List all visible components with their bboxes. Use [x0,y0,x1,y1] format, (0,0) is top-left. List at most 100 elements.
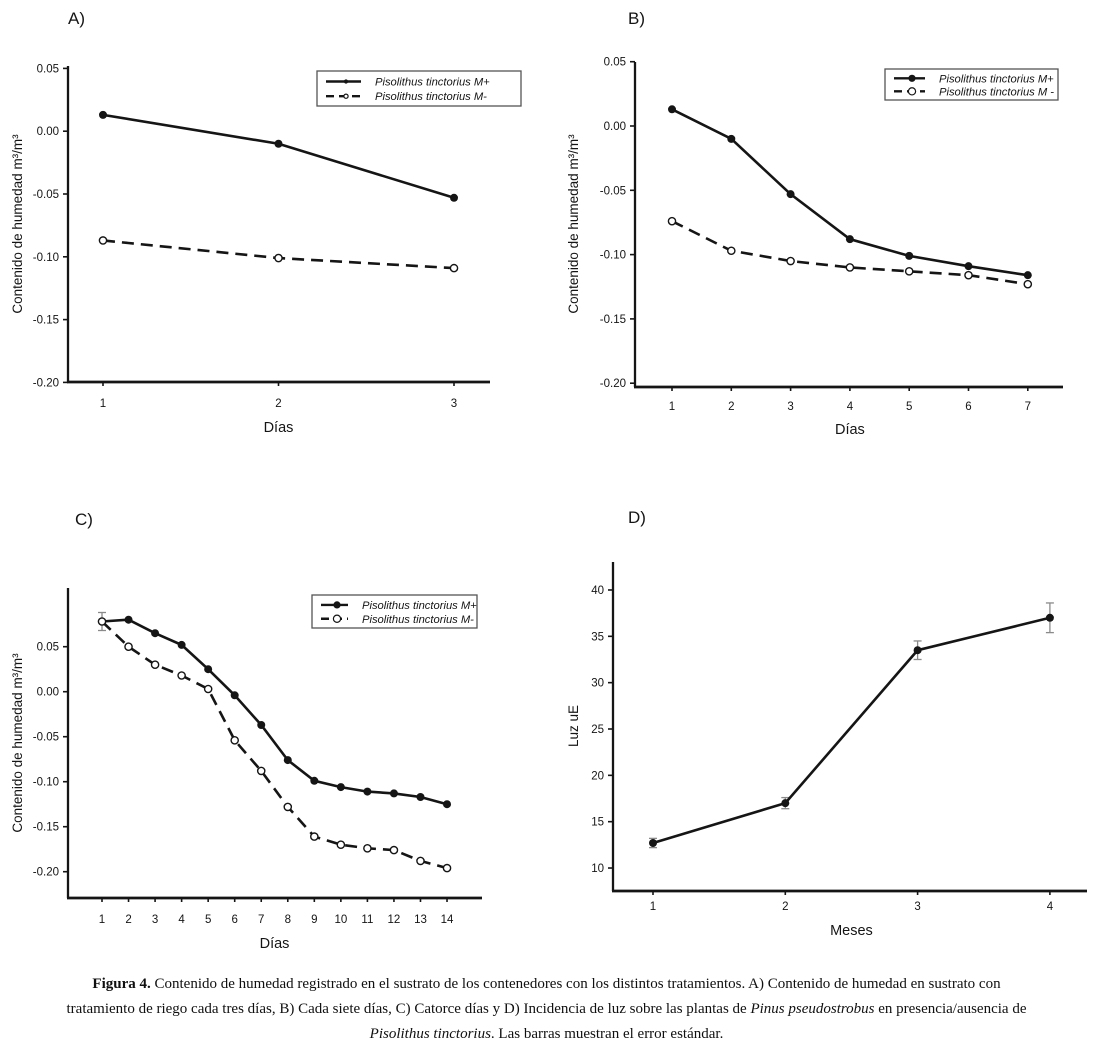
x-tick-label: 6 [965,401,971,413]
data-point-marker [726,246,736,256]
data-point-marker [177,671,186,680]
y-tick-label: -0.20 [600,378,626,390]
chart-panel-c: 0.050.00-0.05-0.10-0.15-0.201 2 3 4 5 6 7 8 9 10 1… [10,510,482,952]
y-tick-label: 15 [591,817,604,829]
x-tick-label: 7 [1025,401,1031,413]
data-point-marker [150,660,160,669]
x-tick-label: 4 [847,401,854,413]
series-dashed [97,617,452,873]
data-point-marker [904,267,914,276]
chart-panel-d: 40 35 30 25 20 15 10 1 2 3 4 Meses Luz uE D) [566,508,1087,939]
x-tick-label: 9 [311,914,317,926]
caption-segment: Contenido de humedad registrado en el su… [66,976,1001,1017]
y-tick-label: -0.10 [600,250,626,262]
x-tick-label: 12 [388,914,401,926]
data-point-marker [98,236,108,245]
y-axis-ticks: 40 35 30 25 20 15 10 [591,585,613,875]
series-dashed [98,236,459,273]
y-tick-label: -0.10 [33,252,59,264]
caption-species-pinus: Pinus pseudostrobus [750,1001,875,1017]
data-point-marker [336,783,345,792]
y-tick-label: -0.05 [33,732,59,744]
x-axis-title: Días [260,936,290,952]
data-point-marker [845,263,855,272]
caption-species-pisolithus: Pisolithus tinctorius [369,1026,491,1042]
y-tick-label: 0.00 [37,687,59,699]
y-tick-label: 0.05 [37,63,59,75]
y-tick-label: -0.10 [33,777,59,789]
y-axis-title: Contenido de humedad m³/m³ [10,653,25,833]
data-point-marker [727,134,736,143]
x-tick-label: 1 [99,914,105,926]
data-point-marker [336,840,346,850]
y-tick-label: 10 [591,863,604,875]
legend: Pisolithus tinctorius M+Pisolithus tinct… [316,70,522,107]
series-line [671,220,1028,286]
y-axis-title: Luz uE [566,705,581,747]
series-solid [649,613,1054,847]
data-point-marker [363,843,372,853]
data-point-marker [442,863,452,873]
data-point-marker [204,665,213,674]
data-point-marker [230,691,239,700]
data-point-marker [389,845,399,855]
y-tick-label: 20 [591,770,604,782]
data-point-marker [786,190,795,199]
data-point-marker [964,270,973,280]
caption-figure-label: Figura 4. [92,976,151,992]
x-tick-label: 6 [231,914,237,926]
panel-letter: C) [75,510,93,529]
y-tick-label: -0.20 [33,377,59,389]
y-tick-label: 30 [591,678,604,690]
panel-letter: D) [628,508,646,527]
data-point-marker [786,256,795,266]
x-tick-label: 1 [669,401,675,413]
x-tick-label: 5 [205,914,211,926]
data-point-marker [124,615,133,624]
x-tick-label: 3 [787,401,793,413]
data-point-marker [177,640,186,649]
y-tick-label: 0.05 [37,642,59,654]
axes [66,588,482,900]
data-point-marker [274,253,283,263]
figure-caption: Figura 4. Contenido de humedad registrad… [0,972,1093,1047]
chart-panel-a: 0.05 0.00 -0.05 -0.10 -0.15 -0.20 1 2 3 Días Conte… [10,9,522,436]
y-tick-label: -0.15 [600,314,626,326]
caption-segment: . Las barras muestran el error estándar. [490,1026,724,1042]
data-point-marker [845,235,854,244]
series-dashed [667,216,1033,289]
x-tick-label: 3 [152,914,158,926]
data-point-marker [667,216,677,226]
panel-letter: B) [628,9,645,28]
data-point-marker [449,263,459,273]
x-tick-label: 2 [275,398,281,410]
x-tick-label: 7 [258,914,264,926]
data-point-marker [649,838,657,847]
x-axis-ticks: 1 2 3 4 5 6 7 [669,387,1031,413]
axes [633,62,1063,389]
x-axis-title: Días [264,420,294,436]
data-point-marker [905,251,914,260]
x-tick-label: 2 [125,914,131,926]
data-point-marker [416,793,425,801]
data-point-marker [1023,279,1033,289]
data-point-marker [97,617,107,626]
data-point-marker [283,756,292,765]
x-tick-label: 1 [650,901,656,913]
data-point-marker [203,684,213,694]
data-point-marker [310,832,319,841]
caption-text-wrap: Figura 4. Contenido de humedad registrad… [59,972,1034,1047]
data-point-marker [151,629,160,638]
x-tick-label: 10 [334,914,347,926]
data-point-marker [416,856,425,866]
x-tick-label: 4 [1047,901,1054,913]
y-tick-label: 0.05 [604,57,626,69]
y-tick-label: -0.15 [33,822,59,834]
y-axis-title: Contenido de humedad m³/m³ [10,134,25,314]
legend: Pisolithus tinctorius M+Pisolithus tinct… [884,68,1059,101]
y-tick-label: 0.00 [37,126,59,138]
chart-panel-b: 0.05 0.00 -0.05 -0.10 -0.15 -0.20 1 2 3 4 5 6 7 Días C… [566,9,1063,438]
series-line [652,616,1051,845]
data-point-marker [1045,613,1054,622]
caption-segment: en presencia/ausencia de [874,1001,1027,1017]
